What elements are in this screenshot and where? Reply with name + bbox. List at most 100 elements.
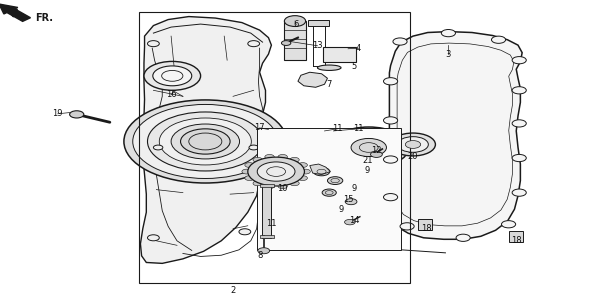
- Circle shape: [322, 189, 336, 196]
- Circle shape: [512, 120, 526, 127]
- Text: 14: 14: [349, 216, 359, 225]
- Bar: [260, 184, 274, 187]
- Circle shape: [384, 156, 398, 163]
- Circle shape: [384, 78, 398, 85]
- Text: 2: 2: [231, 286, 235, 295]
- Circle shape: [239, 229, 251, 235]
- Circle shape: [148, 41, 159, 47]
- Circle shape: [124, 100, 287, 183]
- Polygon shape: [389, 32, 522, 239]
- Text: 12: 12: [371, 146, 382, 155]
- Circle shape: [281, 41, 291, 45]
- Circle shape: [159, 118, 251, 165]
- Circle shape: [144, 61, 201, 90]
- Circle shape: [345, 199, 357, 205]
- Circle shape: [245, 176, 254, 181]
- Circle shape: [327, 177, 343, 185]
- Circle shape: [512, 189, 526, 196]
- Circle shape: [253, 157, 263, 162]
- Circle shape: [242, 169, 251, 174]
- Bar: [284, 21, 306, 60]
- Circle shape: [181, 129, 230, 154]
- Circle shape: [248, 41, 260, 47]
- Circle shape: [258, 248, 270, 254]
- Text: 16: 16: [166, 90, 176, 99]
- Text: 10: 10: [277, 184, 287, 193]
- Text: 20: 20: [408, 152, 418, 161]
- Bar: [418, 219, 432, 230]
- Circle shape: [257, 162, 295, 181]
- Circle shape: [329, 127, 409, 168]
- Circle shape: [133, 104, 278, 178]
- Text: 9: 9: [365, 166, 369, 175]
- Text: 18: 18: [421, 224, 431, 233]
- Bar: [509, 231, 523, 242]
- Circle shape: [371, 151, 382, 157]
- Circle shape: [502, 221, 516, 228]
- Circle shape: [148, 112, 263, 171]
- Circle shape: [456, 234, 470, 241]
- Circle shape: [278, 184, 287, 189]
- Circle shape: [148, 235, 159, 241]
- Text: 7: 7: [326, 80, 332, 89]
- Text: 11: 11: [353, 124, 364, 133]
- Circle shape: [345, 219, 355, 225]
- Circle shape: [171, 124, 240, 159]
- Circle shape: [441, 29, 455, 37]
- Circle shape: [290, 181, 299, 186]
- Circle shape: [265, 184, 274, 189]
- Bar: [260, 235, 274, 238]
- Text: 18: 18: [512, 236, 522, 245]
- Circle shape: [391, 133, 435, 156]
- Polygon shape: [310, 164, 330, 175]
- Circle shape: [338, 132, 399, 163]
- Circle shape: [351, 138, 386, 157]
- Circle shape: [298, 163, 307, 167]
- Circle shape: [265, 154, 274, 159]
- Text: 15: 15: [343, 195, 353, 204]
- Circle shape: [384, 194, 398, 201]
- Text: 19: 19: [53, 109, 63, 118]
- Text: 5: 5: [352, 62, 356, 71]
- FancyArrow shape: [0, 4, 31, 21]
- Text: FR.: FR.: [35, 13, 54, 23]
- Text: 21: 21: [362, 156, 373, 165]
- Circle shape: [301, 169, 310, 174]
- Circle shape: [245, 163, 254, 167]
- Circle shape: [405, 141, 421, 148]
- Text: 13: 13: [312, 41, 323, 50]
- Text: 17: 17: [254, 123, 265, 132]
- Bar: [139, 12, 410, 283]
- Circle shape: [153, 145, 163, 150]
- Circle shape: [512, 154, 526, 162]
- Circle shape: [153, 66, 192, 86]
- Text: 11: 11: [266, 219, 277, 228]
- Text: 4: 4: [356, 44, 361, 53]
- Circle shape: [512, 87, 526, 94]
- Circle shape: [491, 36, 506, 43]
- Circle shape: [249, 145, 258, 150]
- Circle shape: [298, 176, 307, 181]
- Circle shape: [384, 117, 398, 124]
- Ellipse shape: [317, 65, 341, 70]
- Circle shape: [400, 223, 414, 230]
- Text: 9: 9: [352, 184, 356, 193]
- Text: 6: 6: [293, 20, 299, 29]
- Circle shape: [284, 16, 306, 26]
- Bar: [308, 20, 329, 26]
- Circle shape: [393, 38, 407, 45]
- Text: 9: 9: [339, 205, 343, 214]
- Circle shape: [278, 154, 287, 159]
- Text: 11: 11: [332, 124, 343, 133]
- Circle shape: [290, 157, 299, 162]
- Bar: [262, 185, 271, 238]
- Text: 3: 3: [445, 50, 451, 59]
- Circle shape: [398, 137, 428, 152]
- Polygon shape: [298, 72, 327, 87]
- Circle shape: [248, 157, 304, 186]
- Bar: [257, 128, 401, 250]
- Circle shape: [512, 57, 526, 64]
- Circle shape: [313, 167, 330, 176]
- Text: 8: 8: [257, 251, 263, 260]
- Polygon shape: [140, 17, 271, 263]
